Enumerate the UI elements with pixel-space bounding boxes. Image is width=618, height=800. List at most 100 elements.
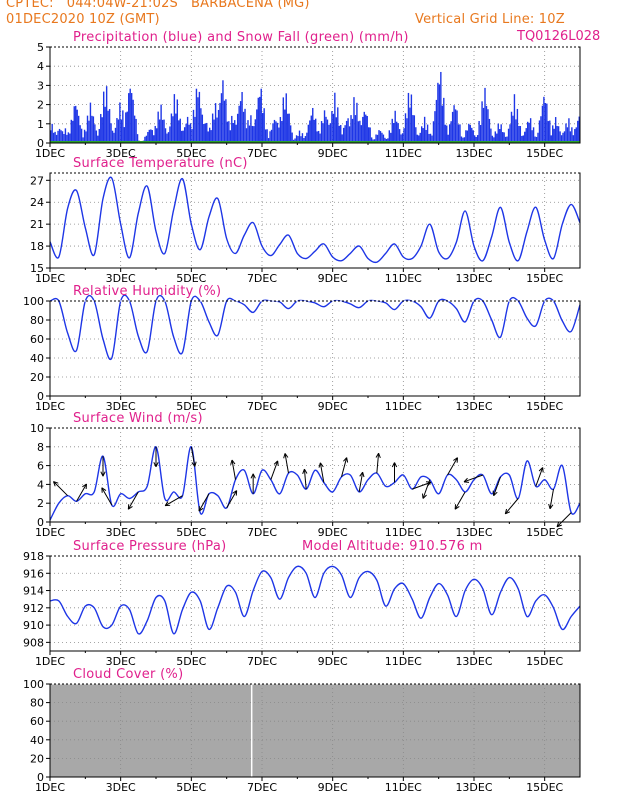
precip-bar xyxy=(260,88,262,143)
precip-bar xyxy=(264,129,267,143)
precip-bar xyxy=(213,119,215,143)
precip-bar xyxy=(61,131,64,143)
precip-bar xyxy=(304,136,307,143)
precip-bar xyxy=(429,133,432,143)
date-header: 01DEC2020 10Z (GMT) xyxy=(6,12,160,27)
precip-bar xyxy=(407,92,410,143)
precip-bar xyxy=(172,116,174,143)
y-tick-label: 0 xyxy=(37,771,44,784)
precip-bar xyxy=(72,120,74,143)
precip-bar xyxy=(313,119,315,143)
precip-bar xyxy=(450,121,452,143)
x-tick-label: 7DEC xyxy=(247,781,277,794)
x-tick-label: 9DEC xyxy=(318,147,348,160)
x-tick-label: 1DEC xyxy=(35,781,65,794)
precip-bar xyxy=(398,129,401,143)
y-tick-label: 40 xyxy=(30,352,44,365)
wind-arrow xyxy=(283,453,289,474)
wind-arrow xyxy=(127,491,139,510)
y-tick-label: 18 xyxy=(30,240,44,253)
precip-bar xyxy=(209,127,211,143)
precip-bar xyxy=(553,128,555,143)
precip-bar xyxy=(513,94,516,143)
wind-arrow xyxy=(230,459,236,480)
precip-bar xyxy=(107,110,109,143)
precip-bar xyxy=(334,92,336,143)
precip-bar xyxy=(216,117,218,143)
precip-bar xyxy=(465,130,467,143)
precip-bar xyxy=(401,133,404,143)
y-tick-label: 916 xyxy=(23,567,44,580)
precip-bar xyxy=(103,91,105,143)
precip-bar xyxy=(515,119,517,143)
precip-bar xyxy=(303,138,305,143)
precip-bar xyxy=(185,123,187,143)
precip-bar xyxy=(291,132,293,143)
x-tick-label: 5DEC xyxy=(176,655,206,668)
precip-bar xyxy=(532,127,535,143)
precip-bar xyxy=(446,125,448,143)
precip-bar xyxy=(52,132,55,143)
precip-bar xyxy=(527,121,529,143)
wind-arrow xyxy=(421,479,431,499)
precip-bar xyxy=(466,130,469,143)
precip-bar xyxy=(575,127,577,143)
precip-bar xyxy=(481,101,483,143)
precip-bar xyxy=(504,136,507,143)
precip-bar xyxy=(428,133,430,143)
precip-bar xyxy=(163,119,165,143)
precip-bar xyxy=(298,130,301,143)
precip-bar xyxy=(234,120,236,143)
precip-bar xyxy=(451,111,454,143)
precip-bar xyxy=(519,126,522,143)
wind-arrow xyxy=(53,481,69,497)
y-tick-label: 100 xyxy=(23,295,44,308)
precip-bar xyxy=(507,128,510,143)
x-tick-label: 9DEC xyxy=(318,526,348,539)
wind-arrow xyxy=(198,493,210,512)
precip-bar xyxy=(463,137,466,143)
y-tick-label: 40 xyxy=(30,734,44,747)
wind-arrow xyxy=(548,489,554,510)
precip-bar xyxy=(297,136,299,143)
precip-bar xyxy=(289,125,292,143)
wind-arrow xyxy=(454,491,466,510)
y-tick-label: 1 xyxy=(37,118,44,131)
x-tick-label: 11DEC xyxy=(385,272,422,285)
x-tick-label: 1DEC xyxy=(35,526,65,539)
precip-bar xyxy=(516,108,519,143)
precip-bar xyxy=(529,118,532,143)
precip-bar xyxy=(356,102,358,143)
precip-bar xyxy=(116,118,118,143)
y-tick-label: 0 xyxy=(37,516,44,529)
precip-bar xyxy=(145,135,148,143)
model-altitude: Model Altitude: 910.576 m xyxy=(302,539,483,554)
x-tick-label: 9DEC xyxy=(318,400,348,413)
panel-pressure: 908 910 912 914 916 918 1DEC 3DEC 5DEC 7DEC 9DEC 11… xyxy=(23,539,581,668)
precip-bar xyxy=(443,97,445,143)
x-tick-label: 13DEC xyxy=(455,655,492,668)
precip-bar xyxy=(394,110,396,143)
precip-bar xyxy=(541,105,544,143)
precip-bar xyxy=(421,126,423,143)
x-tick-label: 7DEC xyxy=(247,400,277,413)
precip-bar xyxy=(282,97,285,143)
precip-bar xyxy=(409,107,411,143)
precip-bar xyxy=(114,127,117,143)
precip-bar xyxy=(328,124,330,143)
wind-arrow xyxy=(318,462,325,483)
precip-bar xyxy=(200,108,202,143)
precip-bar xyxy=(456,110,458,143)
precip-bar xyxy=(354,115,357,143)
precip-bar xyxy=(123,127,126,143)
precip-bar xyxy=(157,111,159,143)
station-header: CPTEC: 044:04W-21:02S BARBACENA (MG) xyxy=(6,0,310,11)
precip-bar xyxy=(306,132,308,143)
x-tick-label: 1DEC xyxy=(35,147,65,160)
panel-frame xyxy=(49,300,581,397)
precip-bar xyxy=(192,109,195,143)
precip-bar xyxy=(569,131,572,143)
precip-bar xyxy=(122,110,124,143)
y-tick-label: 6 xyxy=(37,460,44,473)
